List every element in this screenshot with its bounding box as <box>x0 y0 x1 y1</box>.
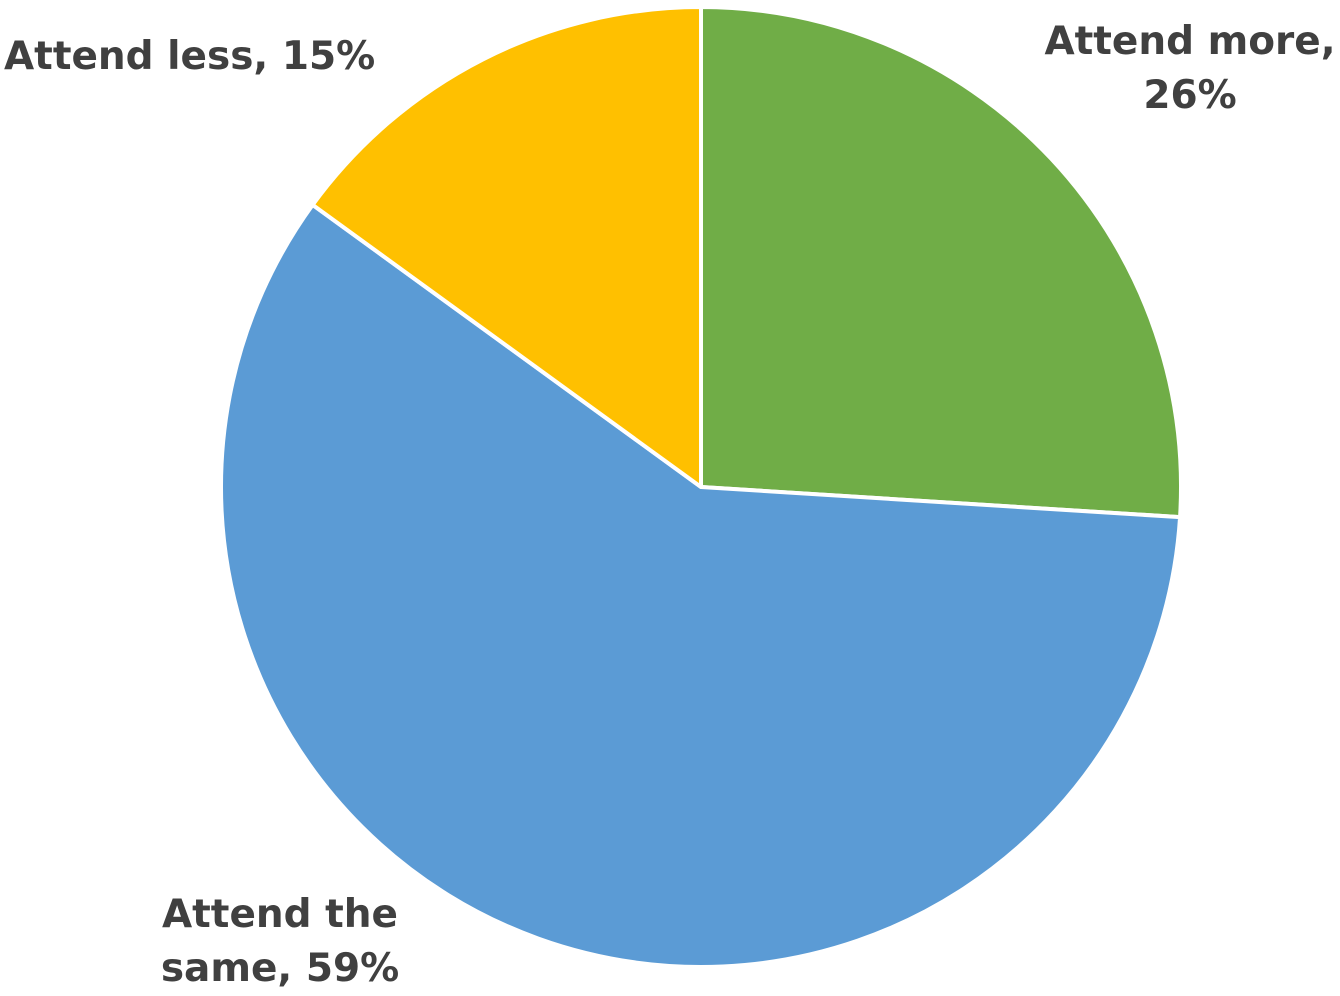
slice-label-line: same, 59% <box>160 946 400 991</box>
slice-label-attend-the-same: Attend the same, 59% <box>140 888 420 996</box>
slice-label-line: Attend less, 15% <box>4 34 376 79</box>
pie-slice-attend-less <box>310 5 703 489</box>
slice-label-attend-less: Attend less, 15% <box>4 30 376 84</box>
pie-slice-attend-the-same <box>219 202 1183 969</box>
slice-label-line: 26% <box>1143 73 1237 118</box>
pie-slice-attend-more <box>699 5 1183 520</box>
slice-label-line: Attend more, <box>1044 19 1336 64</box>
pie-slices <box>219 5 1183 969</box>
slice-label-attend-more: Attend more, 26% <box>1040 15 1340 123</box>
slice-label-line: Attend the <box>161 892 399 937</box>
